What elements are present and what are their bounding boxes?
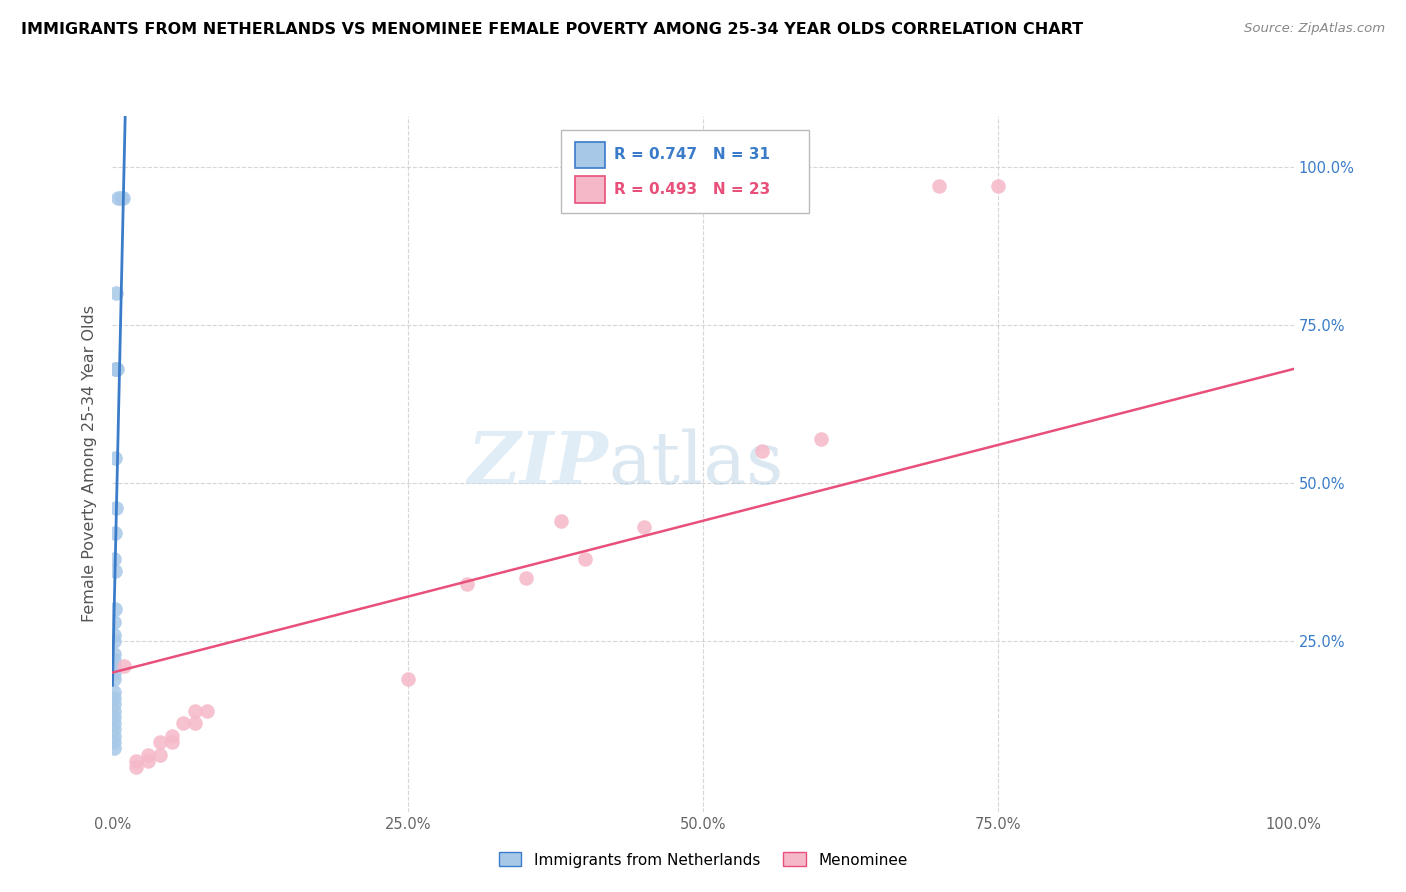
Point	[112, 659, 135, 673]
Point	[149, 747, 172, 762]
Point	[103, 735, 125, 749]
Text: ZIP: ZIP	[468, 428, 609, 500]
Point	[105, 362, 128, 376]
Point	[103, 672, 125, 686]
Point	[104, 362, 127, 376]
Point	[103, 723, 125, 737]
Point	[103, 551, 125, 566]
Point	[396, 672, 419, 686]
Point	[103, 647, 125, 661]
Point	[103, 710, 125, 724]
FancyBboxPatch shape	[575, 177, 605, 203]
Text: R = 0.747   N = 31: R = 0.747 N = 31	[614, 147, 770, 162]
Point	[104, 602, 127, 616]
Legend: Immigrants from Netherlands, Menominee: Immigrants from Netherlands, Menominee	[492, 847, 914, 873]
Point	[751, 444, 773, 458]
Point	[104, 450, 127, 465]
Point	[550, 514, 572, 528]
Point	[104, 526, 127, 541]
Point	[195, 704, 218, 718]
Point	[103, 684, 125, 698]
Point	[136, 754, 159, 768]
Text: Source: ZipAtlas.com: Source: ZipAtlas.com	[1244, 22, 1385, 36]
Point	[633, 520, 655, 534]
Point	[103, 659, 125, 673]
Point	[125, 760, 148, 774]
Text: R = 0.493   N = 23: R = 0.493 N = 23	[614, 182, 770, 197]
Point	[574, 551, 596, 566]
Point	[928, 178, 950, 193]
Point	[105, 362, 128, 376]
FancyBboxPatch shape	[575, 142, 605, 169]
Point	[103, 704, 125, 718]
Point	[184, 704, 207, 718]
FancyBboxPatch shape	[561, 130, 810, 213]
Point	[149, 735, 172, 749]
Point	[136, 747, 159, 762]
Point	[103, 716, 125, 731]
Point	[104, 565, 127, 579]
Y-axis label: Female Poverty Among 25-34 Year Olds: Female Poverty Among 25-34 Year Olds	[82, 305, 97, 623]
Point	[125, 754, 148, 768]
Point	[103, 697, 125, 711]
Point	[103, 690, 125, 705]
Point	[987, 178, 1010, 193]
Point	[103, 741, 125, 756]
Point	[112, 191, 135, 205]
Point	[160, 735, 183, 749]
Text: IMMIGRANTS FROM NETHERLANDS VS MENOMINEE FEMALE POVERTY AMONG 25-34 YEAR OLDS CO: IMMIGRANTS FROM NETHERLANDS VS MENOMINEE…	[21, 22, 1083, 37]
Point	[105, 501, 128, 516]
Point	[103, 653, 125, 667]
Point	[103, 627, 125, 641]
Point	[103, 615, 125, 629]
Point	[456, 577, 478, 591]
Point	[160, 729, 183, 743]
Text: atlas: atlas	[609, 428, 785, 500]
Point	[103, 729, 125, 743]
Point	[810, 432, 832, 446]
Point	[105, 286, 128, 301]
Point	[172, 716, 194, 731]
Point	[184, 716, 207, 731]
Point	[515, 571, 537, 585]
Point	[103, 665, 125, 680]
Point	[103, 634, 125, 648]
Point	[107, 191, 129, 205]
Point	[110, 191, 132, 205]
